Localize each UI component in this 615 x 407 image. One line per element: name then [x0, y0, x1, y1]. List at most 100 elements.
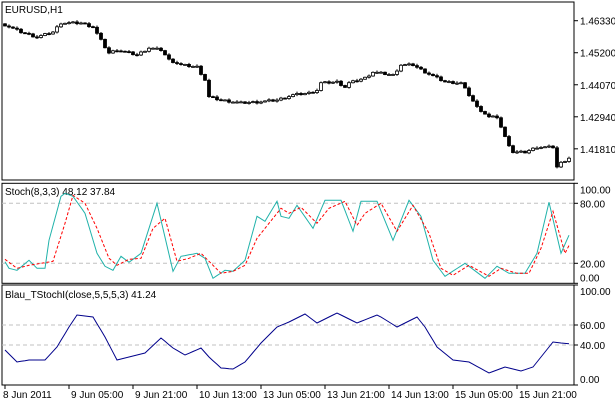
candle-bull [59, 23, 63, 28]
candle-bear [179, 63, 183, 65]
candle-bear [419, 66, 423, 70]
candle-bull [331, 81, 335, 84]
x-tick-label: 10 Jun 13:00 [199, 390, 257, 401]
blau-panel-title: Blau_TStochI(close,5,5,5,3) 41.24 [5, 290, 157, 301]
candle-bear [355, 80, 359, 83]
candle-bear [11, 26, 15, 29]
candle-bear [227, 99, 231, 103]
candle-bull [275, 99, 279, 102]
candle-bear [483, 111, 487, 115]
blau-tstoch-panel[interactable]: Blau_TStochI(close,5,5,5,3) 41.24 100.00… [1, 284, 611, 386]
candle-bull [71, 21, 75, 24]
candle-bull [67, 22, 71, 25]
candle-bull [323, 81, 327, 84]
x-tick-label: 13 Jun 21:00 [327, 390, 385, 401]
candle-bear [87, 23, 91, 28]
candle-bear [475, 100, 479, 107]
candle-bear [199, 65, 203, 75]
candle-bull [547, 145, 551, 148]
candle-bull [379, 71, 383, 74]
candle-bull [143, 50, 147, 53]
price-panel-title: EURUSD,H1 [5, 5, 63, 16]
candle-bear [7, 25, 11, 28]
y-tick-label: 100.00 [580, 287, 611, 298]
candle-bear [215, 96, 219, 101]
candle-bull [347, 82, 351, 88]
candle-bull [563, 161, 567, 163]
candle-bull [359, 78, 363, 82]
candle-bear [271, 99, 275, 102]
stochastic-panel[interactable]: Stoch(8,3,3) 48.12 37.84 100.00 80.00 20.0… [1, 182, 611, 284]
candle-bear [83, 22, 87, 25]
candle-bear [343, 85, 347, 88]
candle-bull [223, 99, 227, 102]
candle-bull [63, 22, 67, 25]
candle-bull [155, 47, 159, 50]
candle-bear [47, 33, 51, 35]
candle-bear [159, 47, 163, 51]
candle-bear [211, 96, 215, 99]
candle-bull [363, 76, 367, 80]
candle-bull [191, 66, 195, 68]
candle-bull [391, 74, 395, 76]
candle-bull [399, 64, 403, 72]
y-tick-label: 0.00 [580, 273, 600, 284]
y-tick-label: 1.46330 [580, 17, 615, 28]
candle-bull [491, 115, 495, 118]
x-tick-label: 8 Jun 2011 [3, 390, 52, 401]
candle-bear [495, 115, 499, 119]
candle-bear [423, 68, 427, 74]
y-tick-label: 1.45200 [580, 49, 615, 60]
candle-bear [135, 54, 139, 57]
candle-bear [443, 80, 447, 83]
candle-bear [119, 50, 123, 53]
candle-bear [435, 75, 439, 78]
candle-bear [299, 93, 303, 96]
candle-bull [287, 96, 291, 99]
candle-bear [451, 81, 455, 84]
candle-bear [511, 145, 515, 153]
candle-bull [263, 100, 267, 103]
candle-bear [467, 87, 471, 97]
panel-frame [1, 182, 575, 284]
candle-bear [107, 47, 111, 54]
y-tick-label: 1.44070 [580, 81, 615, 92]
blau-line [4, 312, 570, 374]
candle-bull [267, 99, 271, 102]
candle-bear [171, 58, 175, 63]
candle-bull [279, 97, 283, 101]
candle-bull [307, 91, 311, 94]
main-line [4, 192, 570, 280]
candle-bull [51, 31, 55, 35]
panel-frame [1, 1, 575, 181]
candle-bull [195, 65, 199, 68]
candle-bull [295, 93, 299, 96]
candle-bull [455, 82, 459, 85]
price-panel[interactable]: EURUSD,H1 1.46330 1.45200 1.44070 1.42940 1.… [1, 1, 615, 181]
candle-bear [187, 63, 191, 67]
candle-bull [459, 82, 463, 85]
candle-bull [151, 47, 155, 50]
x-tick-label: 9 Jun 05:00 [71, 390, 124, 401]
candle-bear [383, 71, 387, 75]
candle-bear [503, 126, 507, 137]
candle-bull [231, 101, 235, 104]
candle-bear [255, 101, 259, 104]
candle-bear [75, 21, 79, 25]
candle-bear [431, 73, 435, 77]
x-tick-label: 15 Jun 05:00 [455, 390, 513, 401]
candle-bear [207, 79, 211, 98]
candle-bull [147, 47, 151, 52]
candle-bear [243, 101, 247, 104]
candle-bear [163, 50, 167, 56]
candle-bull [239, 101, 243, 104]
x-tick-label: 15 Jun 21:00 [519, 390, 577, 401]
candle-bear [327, 81, 331, 84]
candle-bear [31, 33, 35, 38]
candle-bear [523, 150, 527, 154]
candle-bear [219, 99, 223, 102]
candle-bull [531, 147, 535, 151]
candle-bull [79, 22, 83, 25]
